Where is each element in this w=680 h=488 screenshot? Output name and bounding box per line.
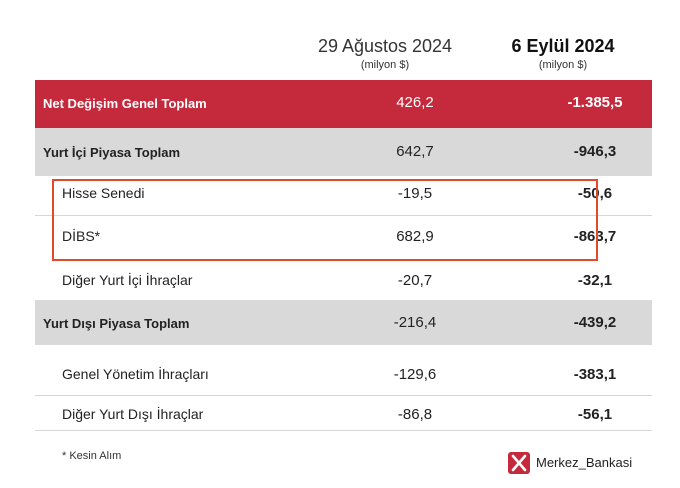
row-value-sep: -50,6 [577, 185, 613, 202]
column-date: 29 Ağustos 2024 [317, 36, 453, 56]
footnote: * Kesin Alım [62, 450, 122, 462]
row-label: Hisse Senedi [62, 185, 145, 201]
column-header-sep-6: 6 Eylül 2024 (milyon $) [478, 36, 648, 71]
row-value-aug: -20,7 [397, 272, 433, 289]
highlight-box [52, 179, 598, 261]
row-divider [35, 215, 652, 216]
row-label: Yurt Dışı Piyasa Toplam [43, 316, 190, 331]
row-value-sep: -383,1 [573, 366, 617, 383]
row-value-aug: 642,7 [396, 143, 434, 160]
table-row-equities: Hisse Senedi -19,5 -50,6 [35, 185, 652, 211]
column-unit: (milyon $) [360, 59, 410, 71]
table-row-foreign-total: Yurt Dışı Piyasa Toplam -216,4 -439,2 [35, 300, 652, 345]
row-value-aug: 426,2 [396, 94, 434, 111]
row-divider [35, 430, 652, 431]
table-row-general-government: Genel Yönetim İhraçları -129,6 -383,1 [35, 366, 652, 392]
row-label: Diğer Yurt İçi İhraçlar [62, 272, 193, 288]
row-label: DİBS* [62, 228, 101, 244]
row-label: Diğer Yurt Dışı İhraçlar [62, 406, 204, 422]
row-value-sep: -1.385,5 [567, 94, 623, 111]
table-row-domestic-total: Yurt İçi Piyasa Toplam 642,7 -946,3 [35, 128, 652, 176]
row-label: Yurt İçi Piyasa Toplam [43, 145, 181, 160]
table-row-dibs: DİBS* 682,9 -863,7 [35, 228, 652, 254]
column-header-aug-29: 29 Ağustos 2024 (milyon $) [300, 36, 470, 71]
row-value-aug: -19,5 [397, 185, 433, 202]
row-value-aug: -86,8 [397, 406, 433, 423]
x-logo-icon [508, 452, 530, 474]
row-value-sep: -439,2 [573, 314, 617, 331]
column-unit: (milyon $) [538, 59, 588, 71]
row-label: Net Değişim Genel Toplam [43, 96, 207, 111]
row-value-aug: 682,9 [396, 228, 434, 245]
row-value-sep: -946,3 [573, 143, 617, 160]
table-row-other-domestic: Diğer Yurt İçi İhraçlar -20,7 -32,1 [35, 272, 652, 298]
brand-handle: Merkez_Bankasi [536, 455, 633, 470]
row-label: Genel Yönetim İhraçları [62, 366, 209, 382]
row-value-aug: -216,4 [393, 314, 437, 331]
row-divider [35, 395, 652, 396]
table-row-other-foreign: Diğer Yurt Dışı İhraçlar -86,8 -56,1 [35, 406, 652, 432]
row-value-sep: -32,1 [577, 272, 613, 289]
column-date: 6 Eylül 2024 [511, 36, 615, 56]
row-value-sep: -56,1 [577, 406, 613, 423]
row-value-aug: -129,6 [393, 366, 437, 383]
table-row-net-total: Net Değişim Genel Toplam 426,2 -1.385,5 [35, 80, 652, 128]
row-value-sep: -863,7 [573, 228, 617, 245]
